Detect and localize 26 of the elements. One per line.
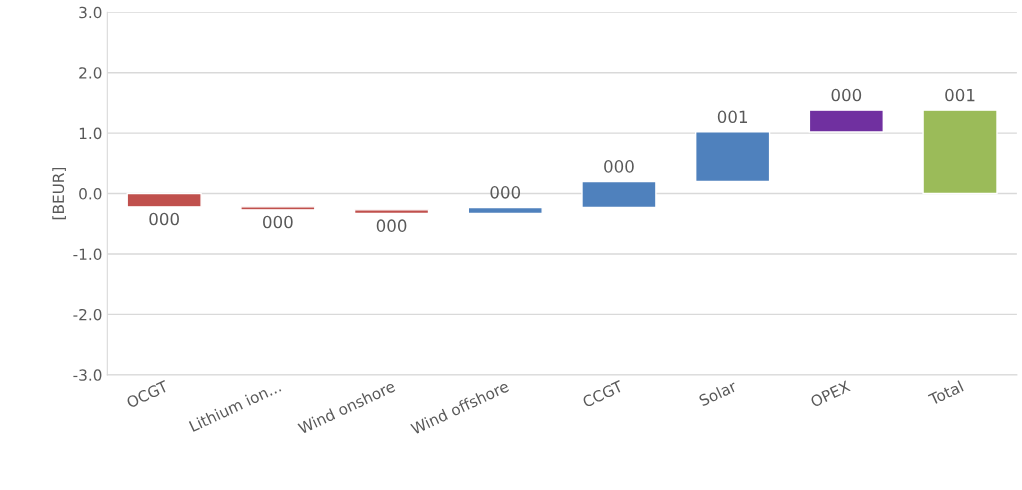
y-tick-label: 0.0 (79, 188, 102, 200)
bar (808, 109, 884, 133)
y-tick-label: 2.0 (79, 67, 102, 79)
bar (694, 131, 771, 183)
bar (581, 180, 657, 209)
bar (126, 192, 202, 208)
data-label: 000 (604, 160, 634, 173)
data-label: 000 (831, 88, 862, 102)
data-label: 000 (263, 215, 293, 229)
y-tick-label: -2.0 (73, 308, 102, 321)
data-label: 000 (490, 186, 521, 199)
y-tick-label: 3.0 (79, 6, 102, 19)
x-tick-label: Total (927, 380, 964, 406)
bar (240, 206, 316, 211)
bar (922, 109, 998, 195)
data-label: 000 (149, 212, 179, 226)
data-label: 001 (717, 110, 748, 124)
bar (353, 209, 430, 215)
x-tick-label: Solar (698, 379, 738, 407)
y-tick-label: -3.0 (73, 369, 102, 381)
data-label: 000 (376, 219, 407, 232)
y-tick-label: -1.0 (73, 248, 102, 260)
y-tick-label: 1.0 (79, 127, 102, 140)
bar (467, 206, 543, 215)
y-axis-title: [BEUR] (52, 167, 66, 220)
data-label: 001 (945, 88, 975, 102)
